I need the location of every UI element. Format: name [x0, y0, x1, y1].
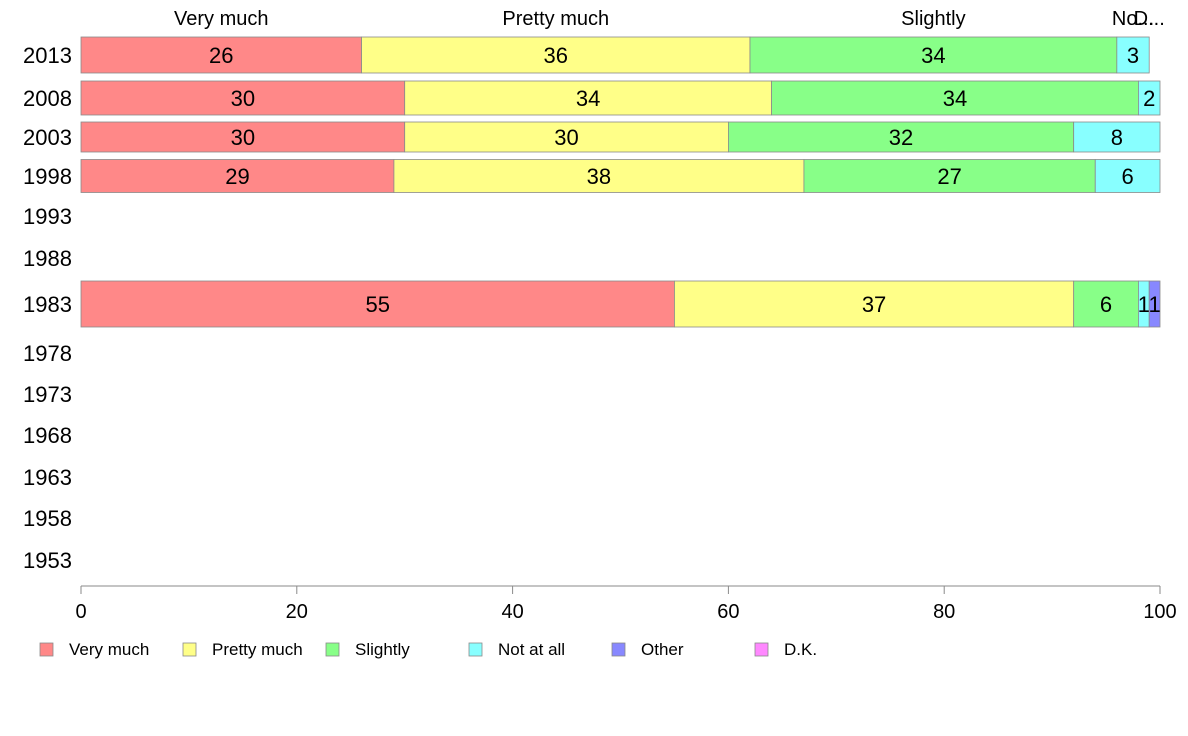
x-tick-label: 0 — [75, 601, 86, 623]
year-tick-label: 1998 — [23, 164, 72, 189]
bar-segment — [1116, 36, 1150, 74]
bar-value-label: 3 — [1127, 43, 1139, 68]
legend-swatch — [611, 642, 626, 657]
bar-value-label: 32 — [889, 125, 913, 150]
bar-segment — [1148, 280, 1161, 328]
year-tick-label: 2008 — [23, 86, 72, 111]
legend-label: Other — [641, 640, 684, 659]
bar-segment — [404, 121, 729, 153]
bar-segment — [80, 80, 406, 116]
bar-value-label: 1 — [1138, 292, 1150, 317]
bar-value-label: 1 — [1148, 292, 1160, 317]
year-tick-label: 2013 — [23, 43, 72, 68]
bar-value-label: 6 — [1100, 292, 1112, 317]
bar-value-label: 30 — [554, 125, 578, 150]
legend-swatch — [182, 642, 197, 657]
legend-label: D.K. — [784, 640, 817, 659]
bar-segment — [404, 80, 772, 116]
bar-segment — [80, 159, 395, 193]
bar-value-label: 29 — [225, 164, 249, 189]
bar-segment — [803, 159, 1096, 193]
legend-label: Slightly — [355, 640, 410, 659]
legend-swatch — [468, 642, 483, 657]
bar-segment — [80, 280, 675, 328]
bar-segment — [728, 121, 1075, 153]
bar-value-label: 34 — [943, 86, 967, 111]
year-tick-label: 1958 — [23, 506, 72, 531]
legend-swatch — [39, 642, 54, 657]
legend-swatch — [754, 642, 769, 657]
bar-segment — [1073, 121, 1161, 153]
top-category-label: Slightly — [901, 8, 965, 30]
legend-label: Very much — [69, 640, 149, 659]
legend-label: Not at all — [498, 640, 565, 659]
year-tick-label: 1963 — [23, 465, 72, 490]
bar-value-label: 6 — [1122, 164, 1134, 189]
bar-value-label: 27 — [937, 164, 961, 189]
bar-value-label: 30 — [231, 125, 255, 150]
bar-segment — [1073, 280, 1139, 328]
bar-value-label: 34 — [576, 86, 600, 111]
bar-value-label: 38 — [587, 164, 611, 189]
year-tick-label: 1988 — [23, 246, 72, 271]
bar-value-label: 34 — [921, 43, 945, 68]
legend-label: Pretty much — [212, 640, 303, 659]
bar-value-label: 36 — [544, 43, 568, 68]
year-tick-label: 1968 — [23, 423, 72, 448]
top-category-label: D... — [1134, 8, 1165, 30]
top-category-label: Very much — [174, 8, 268, 30]
year-tick-label: 1983 — [23, 292, 72, 317]
bar-segment — [361, 36, 751, 74]
bar-value-label: 26 — [209, 43, 233, 68]
bar-value-label: 37 — [862, 292, 886, 317]
bar-value-label: 30 — [231, 86, 255, 111]
legend-swatch — [325, 642, 340, 657]
x-tick-label: 40 — [501, 601, 523, 623]
bar-segment — [674, 280, 1075, 328]
top-category-label: Pretty much — [502, 8, 609, 30]
bar-segment — [1094, 159, 1161, 193]
bar-value-label: 2 — [1143, 86, 1155, 111]
x-tick-label: 20 — [286, 601, 308, 623]
bar-value-label: 55 — [365, 292, 389, 317]
year-tick-label: 1978 — [23, 341, 72, 366]
year-tick-label: 1993 — [23, 204, 72, 229]
bar-segment — [80, 121, 406, 153]
x-tick-label: 60 — [717, 601, 739, 623]
bar-segment — [771, 80, 1139, 116]
year-tick-label: 2003 — [23, 125, 72, 150]
bar-value-label: 8 — [1111, 125, 1123, 150]
top-category-label: No... — [1112, 8, 1154, 30]
year-tick-label: 1973 — [23, 382, 72, 407]
bar-segment — [1138, 80, 1161, 116]
year-tick-label: 1953 — [23, 548, 72, 573]
x-tick-label: 100 — [1143, 601, 1176, 623]
x-tick-label: 80 — [933, 601, 955, 623]
